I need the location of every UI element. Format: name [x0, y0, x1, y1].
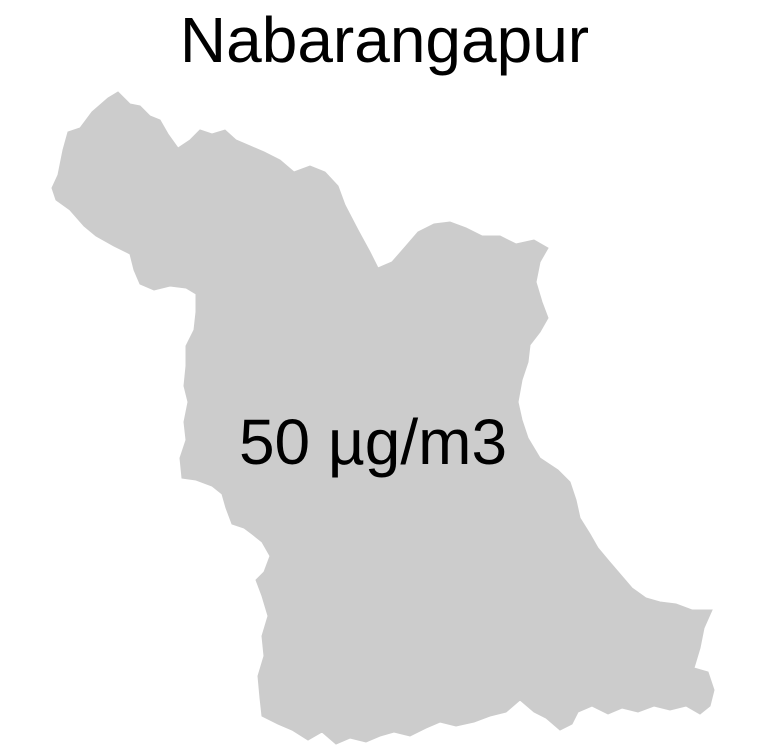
district-region[interactable]	[51, 91, 715, 745]
map-title: Nabarangapur	[179, 4, 590, 76]
pollution-value-label: 50 µg/m3	[239, 406, 507, 478]
